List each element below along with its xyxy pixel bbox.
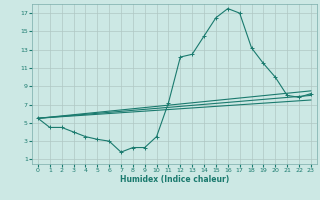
X-axis label: Humidex (Indice chaleur): Humidex (Indice chaleur) (120, 175, 229, 184)
